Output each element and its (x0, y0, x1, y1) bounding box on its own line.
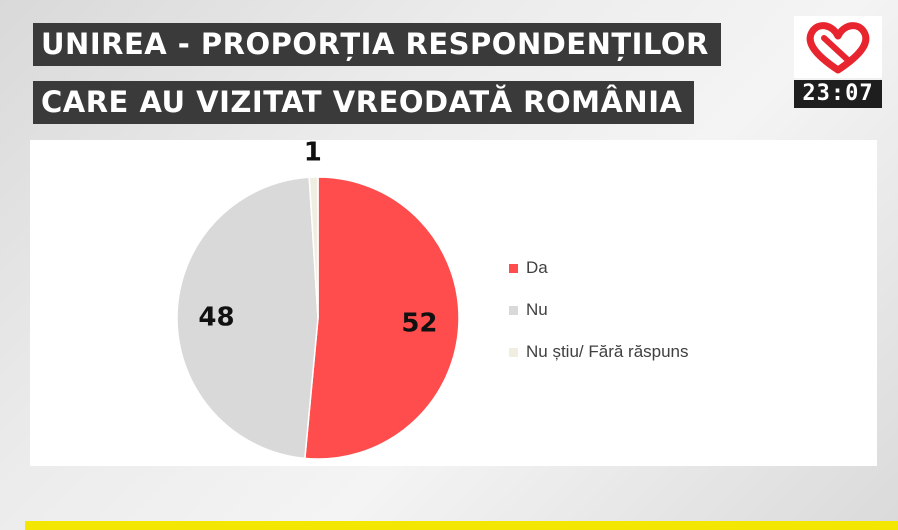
heart-logo-icon (806, 22, 870, 74)
legend-swatch-nu-stiu (509, 348, 518, 357)
bottom-ticker-strip (25, 521, 898, 530)
channel-logo (794, 16, 882, 78)
legend-label-da: Da (526, 258, 548, 277)
slice-da (304, 176, 460, 460)
value-label-nu: 48 (198, 302, 234, 332)
chart-panel: 52 48 1 Da Nu Nu știu/ Fără răspuns (30, 140, 877, 466)
legend-swatch-nu (509, 306, 518, 315)
value-label-nu-stiu: 1 (304, 140, 322, 168)
pie-chart: 52 48 1 (176, 140, 460, 460)
legend-swatch-da (509, 264, 518, 273)
clock-display: 23:07 (794, 80, 882, 108)
slice-nu (176, 176, 319, 460)
title-line-2: CARE AU VIZITAT VREODATĂ ROMÂNIA (33, 81, 695, 124)
value-label-da: 52 (401, 309, 437, 339)
legend-label-nu: Nu (526, 300, 548, 319)
title-line-1: UNIREA - PROPORȚIA RESPONDENȚILOR (33, 23, 721, 66)
legend-label-nu-stiu: Nu știu/ Fără răspuns (526, 342, 689, 361)
slice-nu-stiu (308, 176, 319, 319)
